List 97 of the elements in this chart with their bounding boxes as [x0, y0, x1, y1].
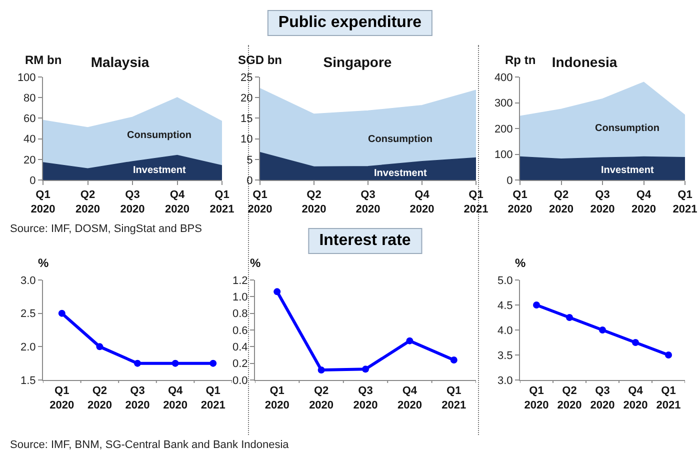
- x-tick-label: Q2 2020: [309, 385, 334, 412]
- y-tick-label: 0.6: [232, 324, 248, 337]
- y-tick-label: 0: [506, 174, 513, 187]
- x-tick-label: Q4 2020: [163, 385, 188, 412]
- series-label: Consumption: [595, 123, 660, 134]
- x-tick-label: Q4 2020: [410, 189, 434, 216]
- y-tick-label: 80: [24, 92, 36, 104]
- x-tick-label: Q4 2020: [623, 385, 648, 412]
- x-tick-label: Q1 2020: [30, 189, 56, 216]
- point: [665, 352, 672, 358]
- source-note: Source: IMF, DOSM, SingStat and BPS: [10, 223, 202, 235]
- text: Public expenditure: [267, 10, 433, 36]
- x-tick-label: Q3 2020: [590, 385, 615, 412]
- point: [318, 366, 325, 374]
- x-tick-label: Q1 2021: [210, 189, 234, 216]
- point: [210, 360, 217, 367]
- point: [450, 356, 458, 364]
- series-label: Consumption: [127, 130, 192, 141]
- series-label: Consumption: [368, 134, 432, 145]
- y-tick-label: 4.0: [498, 324, 513, 337]
- y-tick-label: 4.5: [498, 300, 513, 312]
- y-axis-title: RM bn: [25, 53, 62, 67]
- x-tick-label: Q3 2020: [353, 385, 378, 412]
- y-tick-label: 100: [17, 72, 36, 84]
- x-tick-label: Q1 2020: [248, 189, 272, 216]
- y-axis-title: %: [250, 256, 261, 270]
- x-tick-label: Q4 2020: [397, 385, 422, 412]
- y-tick-label: 5: [246, 154, 253, 166]
- y-axis-title: Rp tn: [505, 53, 536, 67]
- x-tick-label: Q1 2020: [508, 189, 532, 216]
- x-tick-label: Q2 2020: [87, 385, 112, 412]
- y-tick-label: 20: [240, 92, 253, 104]
- x-tick-label: Q3 2020: [590, 189, 615, 216]
- point: [406, 337, 414, 344]
- point: [362, 366, 369, 373]
- x-tick-label: Q2 2020: [302, 189, 326, 216]
- point: [632, 339, 639, 346]
- chart-title: Interest rate: [308, 228, 422, 254]
- series-label: Investment: [374, 168, 428, 179]
- series-label: Investment: [601, 165, 654, 176]
- y-axis-title: %: [515, 256, 526, 270]
- x-tick-label: Q1 2020: [524, 385, 549, 412]
- y-tick-label: 3.0: [498, 374, 513, 387]
- y-axis-title: %: [38, 256, 49, 270]
- chart-title: Indonesia: [552, 54, 618, 70]
- chart-title: Singapore: [323, 54, 392, 70]
- x-tick-label: Q1 2021: [672, 189, 698, 216]
- point: [566, 314, 573, 321]
- y-tick-label: 1.5: [20, 374, 36, 387]
- source-note: Source: IMF, BNM, SG-Central Bank and Bank Indonesia: [10, 439, 289, 451]
- point: [533, 302, 540, 308]
- y-tick-label: 400: [494, 72, 513, 84]
- y-tick-label: 2.0: [20, 342, 36, 354]
- y-tick-label: 20: [24, 154, 36, 166]
- x-tick-label: Q1 2020: [50, 385, 74, 412]
- y-tick-label: 0: [246, 174, 253, 187]
- x-tick-label: Q4 2020: [632, 189, 656, 216]
- x-tick-label: Q2 2020: [549, 189, 574, 216]
- x-tick-label: Q3 2020: [120, 189, 145, 216]
- x-tick-label: Q3 2020: [356, 189, 380, 216]
- y-tick-label: 40: [24, 134, 36, 146]
- y-tick-label: 10: [240, 134, 253, 146]
- y-tick-label: 0.8: [232, 308, 248, 320]
- y-tick-label: 0: [30, 174, 36, 187]
- x-tick-label: Q2 2020: [76, 189, 100, 216]
- chart-title: Malaysia: [90, 54, 150, 70]
- y-axis-title: SGD bn: [238, 53, 282, 67]
- y-tick-label: 300: [494, 98, 513, 110]
- y-tick-label: 15: [240, 113, 253, 126]
- x-tick-label: Q1 2021: [200, 385, 226, 412]
- y-tick-label: 0.4: [232, 342, 248, 354]
- point: [134, 360, 141, 367]
- x-tick-label: Q1 2020: [264, 385, 290, 412]
- y-tick-label: 2.5: [20, 308, 36, 320]
- point: [172, 360, 179, 367]
- y-tick-label: 25: [240, 72, 253, 84]
- point: [58, 310, 66, 317]
- point: [599, 326, 606, 334]
- y-tick-label: 3.0: [20, 274, 36, 287]
- x-tick-label: Q1 2021: [442, 385, 466, 412]
- point: [274, 288, 281, 296]
- x-tick-label: Q2 2020: [557, 385, 582, 412]
- y-tick-label: 0.2: [232, 358, 248, 370]
- y-tick-label: 1.0: [232, 292, 248, 304]
- point: [96, 343, 104, 350]
- y-tick-label: 1.2: [232, 274, 248, 287]
- series-label: Investment: [133, 165, 186, 176]
- y-tick-label: 3.5: [498, 350, 513, 362]
- x-tick-label: Q1 2021: [464, 189, 488, 216]
- y-tick-label: 100: [494, 149, 513, 162]
- x-tick-label: Q3 2020: [125, 385, 150, 412]
- y-tick-label: 0.0: [232, 374, 248, 387]
- x-tick-label: Q1 2021: [656, 385, 681, 412]
- x-tick-label: Q4 2020: [165, 189, 190, 216]
- y-tick-label: 200: [494, 123, 513, 136]
- y-tick-label: 5.0: [498, 274, 513, 287]
- y-tick-label: 60: [24, 113, 36, 126]
